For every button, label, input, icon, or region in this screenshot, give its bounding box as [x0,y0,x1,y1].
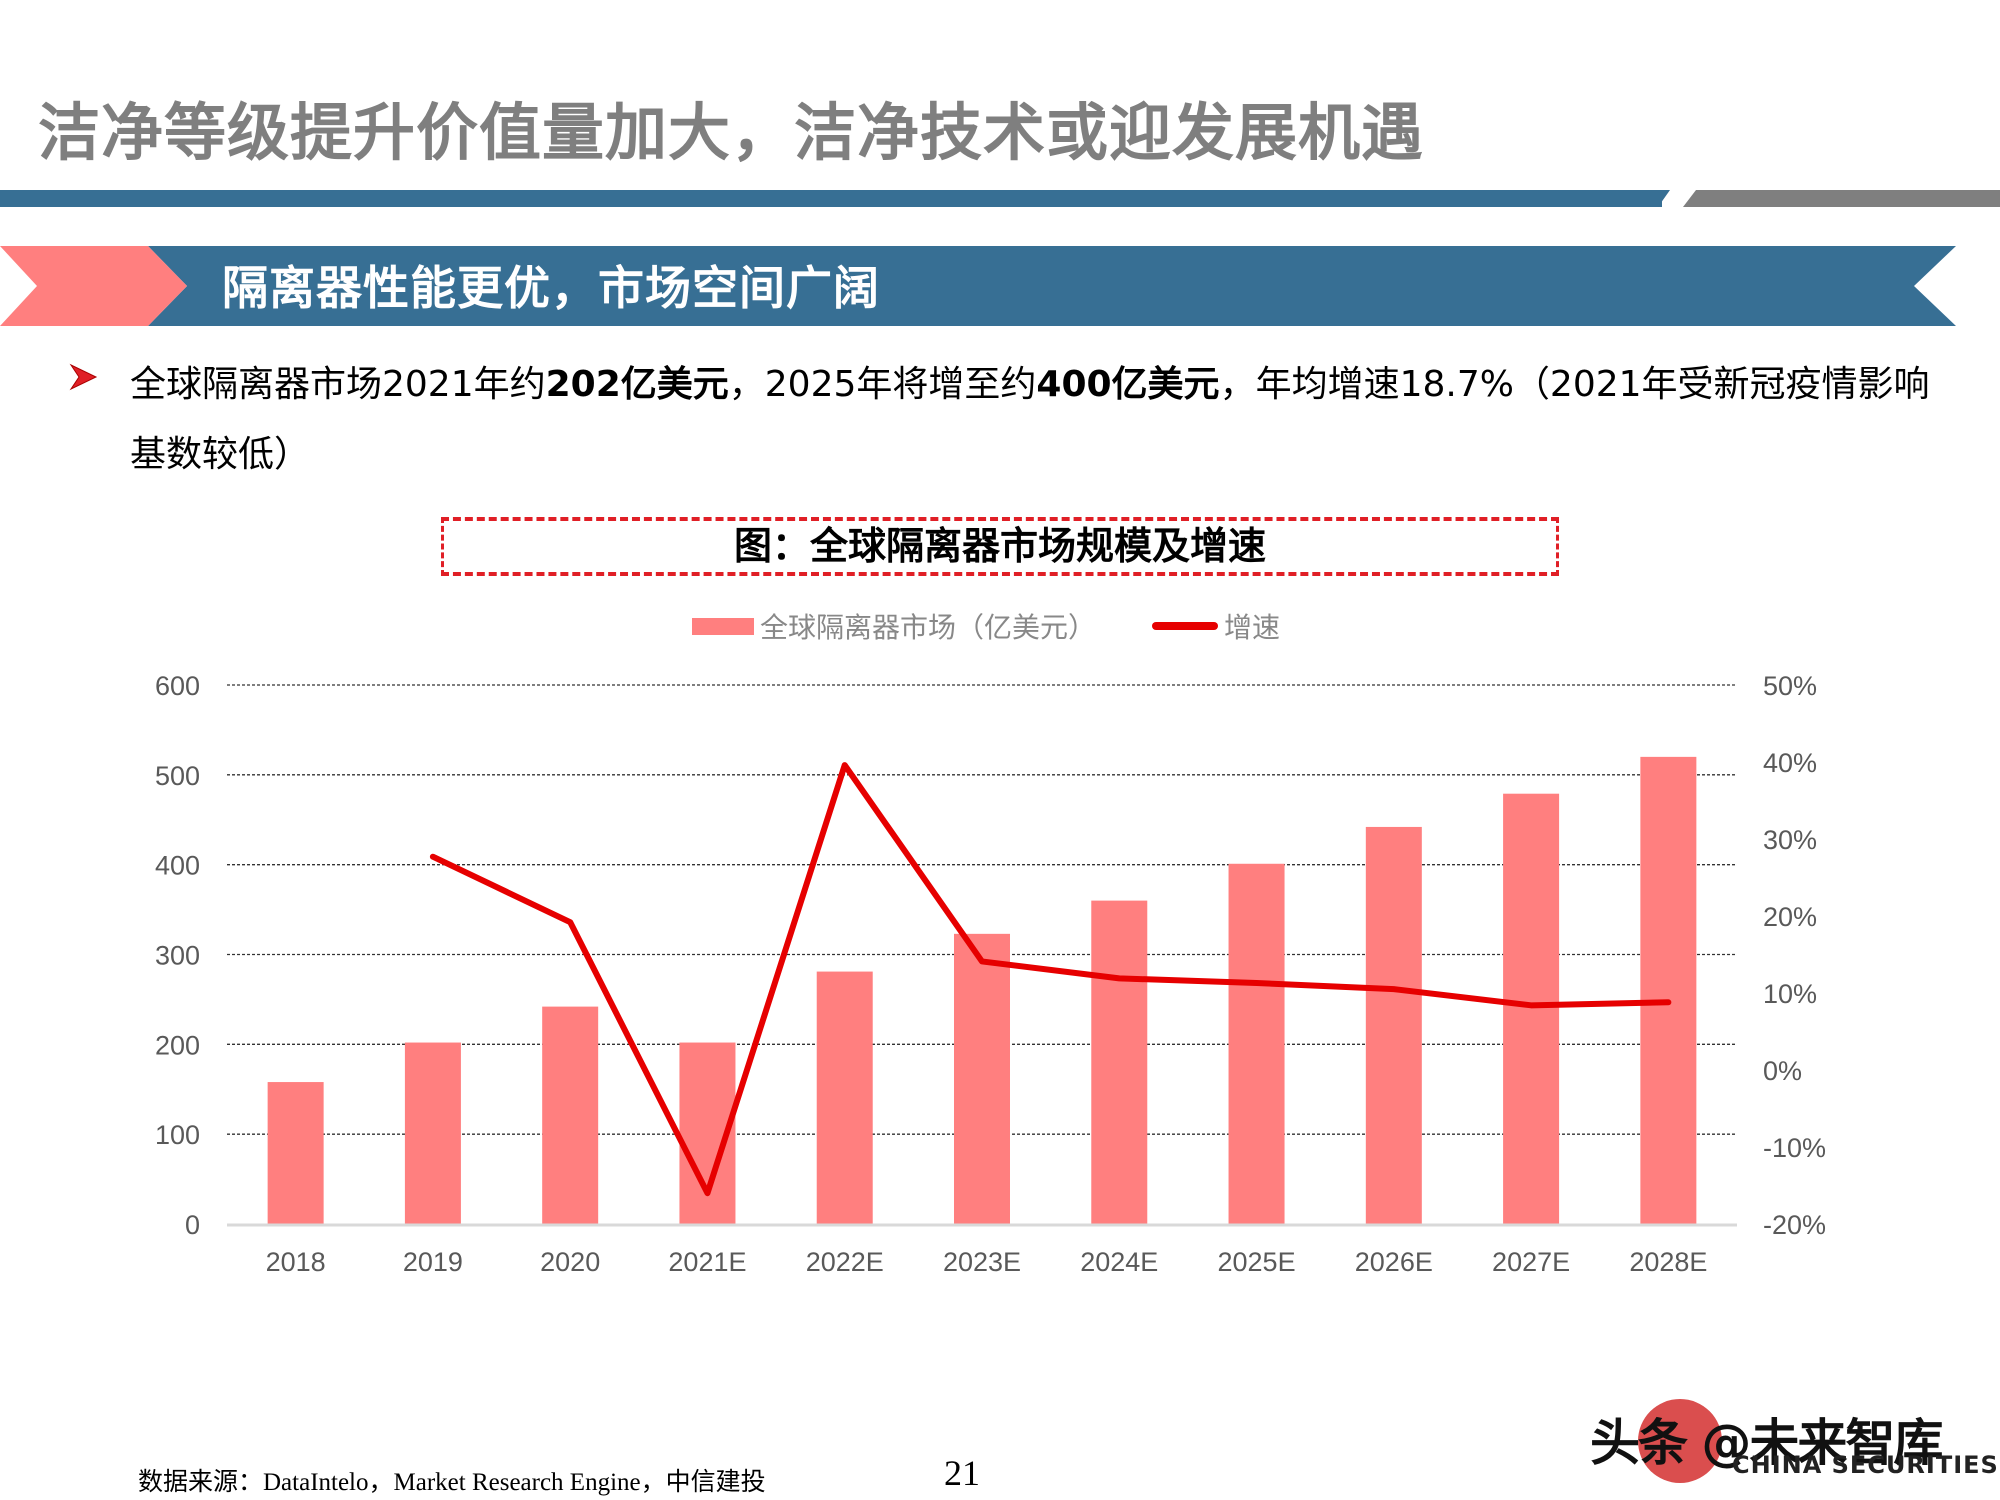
left-axis-tick: 300 [155,941,200,971]
arrow-bullet-icon [69,363,98,391]
legend-bar-swatch [692,617,754,635]
right-axis-tick: 20% [1763,902,1817,932]
growth-line [429,762,1672,1197]
section-title: 隔离器性能更优，市场空间广阔 [222,261,880,315]
right-axis-tick: 0% [1763,1056,1802,1086]
left-axis-tick: 400 [155,851,200,881]
bullet-highlight-2021: 202亿美元 [545,364,729,405]
bar-2022E [816,971,873,1224]
data-source: 数据来源：DataIntelo，Market Research Engine，中… [138,1469,766,1496]
figure-caption: 图：全球隔离器市场规模及增速 [733,524,1266,568]
bar-2019 [404,1042,461,1224]
right-axis-tick: 40% [1763,748,1817,778]
right-axis-tick: -20% [1763,1210,1826,1240]
right-axis-tick: 30% [1763,825,1817,855]
x-axis-tick: 2021E [668,1247,746,1277]
right-axis-tick: 10% [1763,979,1817,1009]
page-title: 洁净等级提升价值量加大，洁净技术或迎发展机遇 [38,96,1425,169]
x-axis-tick: 2025E [1218,1247,1296,1277]
bullet-text: 全球隔离器市场2021年约202亿美元，2025年将增至约400亿美元，年均增速… [130,350,1950,490]
x-axis-tick: 2018 [266,1247,326,1277]
legend-line-label: 增速 [1224,611,1281,644]
bullet-text-part: 全球隔离器市场2021年约 [130,364,546,405]
x-axis-tick: 2027E [1492,1247,1570,1277]
bar-2018 [267,1082,324,1224]
bar-2025E [1228,863,1285,1224]
left-axis-tick: 600 [155,671,200,701]
x-axis-tick: 2026E [1355,1247,1433,1277]
title-rule-blue-end [1640,190,1670,207]
watermark: 头条 @未来智库 CHINA SECURITIES [1590,1395,2000,1495]
watermark-text: 头条 @未来智库 [1590,1414,1943,1472]
bar-2020 [542,1006,599,1224]
bar-2024E [1091,900,1148,1224]
bullet-highlight-2025: 400亿美元 [1036,364,1220,405]
bullet-text-part: ，年均增速18.7%（2021年受新冠疫情影响基数较低） [130,364,1930,475]
left-axis-tick: 0 [185,1210,200,1240]
left-axis-tick: 200 [155,1030,200,1060]
x-axis-tick: 2022E [806,1247,884,1277]
watermark-seal-icon [1638,1399,1722,1483]
x-axis-tick: 2023E [943,1247,1021,1277]
title-rule-blue [0,190,1662,207]
logo-subtitle: CHINA SECURITIES [1732,1451,1999,1479]
x-axis-tick: 2028E [1629,1247,1707,1277]
right-axis-tick: 50% [1763,671,1817,701]
right-axis-tick: -10% [1763,1133,1826,1163]
bar-2027E [1503,793,1560,1224]
x-axis-tick: 2020 [540,1247,600,1277]
left-axis-tick: 500 [155,761,200,791]
chart-legend: 全球隔离器市场（亿美元） 增速 [692,606,1280,646]
page-number: 21 [944,1453,980,1493]
left-axis-tick: 100 [155,1120,200,1150]
x-axis-tick: 2019 [403,1247,463,1277]
figure-caption-box [441,517,1559,576]
legend-line-swatch [1152,622,1219,630]
x-axis-tick: 2024E [1080,1247,1158,1277]
bar-2026E [1365,826,1422,1224]
bar-2023E [954,933,1010,1224]
title-rule-gray [1683,190,2000,207]
legend-bar-label: 全球隔离器市场（亿美元） [760,611,1097,644]
section-ribbon [0,246,1956,326]
bullet-text-part: ，2025年将增至约 [728,364,1037,405]
bar-2028E [1640,756,1697,1224]
